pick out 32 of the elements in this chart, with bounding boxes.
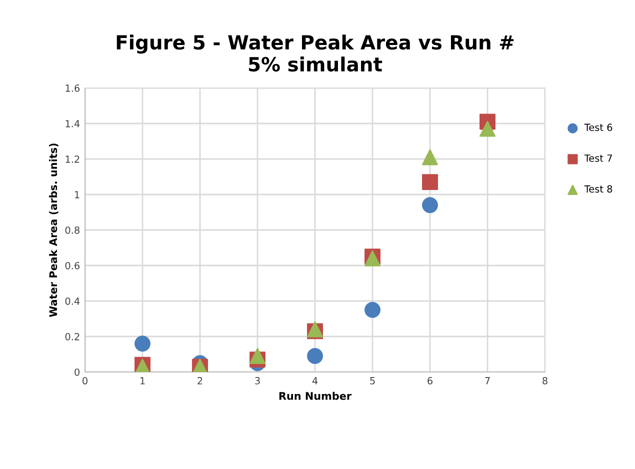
point xyxy=(307,348,323,364)
point xyxy=(134,336,150,352)
x-tick-label: 7 xyxy=(485,377,490,384)
point xyxy=(364,302,380,318)
x-tick-label: 6 xyxy=(428,377,432,384)
x-tick-label: 4 xyxy=(312,377,318,384)
y-axis-title: Water Peak Area (arbs. units) xyxy=(49,144,58,318)
x-axis-title: Run Number xyxy=(279,392,352,400)
point xyxy=(422,197,438,214)
x-tick-label: 5 xyxy=(370,377,375,384)
point xyxy=(422,149,438,166)
x-tick-label: 1 xyxy=(140,377,145,384)
y-tick-label: 1.6 xyxy=(66,84,80,92)
x-tick-label: 8 xyxy=(542,377,548,384)
y-tick-label: 0.4 xyxy=(65,297,80,305)
y-tick-label: 0.6 xyxy=(65,262,80,270)
x-tick-label: 2 xyxy=(198,377,202,384)
legend-label: Test 6 xyxy=(584,124,612,132)
y-tick-label: 0.2 xyxy=(65,332,80,340)
y-tick-label: 1.2 xyxy=(66,155,80,163)
point xyxy=(480,120,496,137)
y-tick-label: 1 xyxy=(75,191,80,198)
chart-title: Figure 5 - Water Peak Area vs Run # 5% simulant xyxy=(116,34,514,72)
y-tick-label: 0 xyxy=(74,368,80,376)
point xyxy=(422,174,438,190)
x-tick-label: 3 xyxy=(255,377,260,384)
legend-label: Test 8 xyxy=(584,185,612,193)
x-tick-label: 0 xyxy=(82,377,88,384)
y-tick-label: 1.4 xyxy=(66,120,80,128)
legend-label: Test 7 xyxy=(584,154,612,162)
y-tick-label: 0.8 xyxy=(65,226,80,234)
point xyxy=(250,348,266,364)
